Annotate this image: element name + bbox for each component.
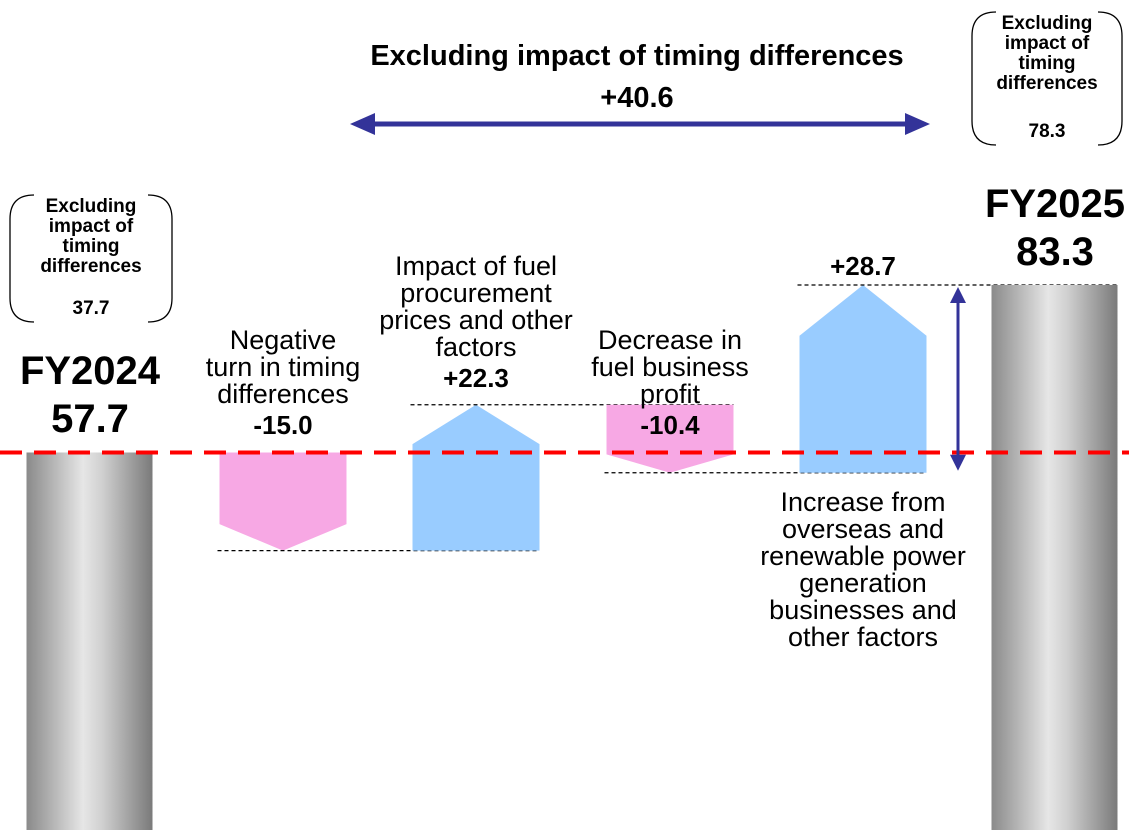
category-label: Increase from overseas and renewable pow… [760,486,966,652]
span-value: +40.6 [600,82,674,114]
bracket [971,11,997,146]
decrease-bar [219,452,347,551]
arrow-head [905,113,930,135]
increase-bar [799,285,927,473]
category-label: Decrease in fuel business profit [591,325,749,410]
value-label: -15.0 [253,410,313,441]
arrow-head [350,113,375,135]
box-text: Excluding impact of timing differences [40,196,142,277]
category-label: Negative turn in timing differences [205,325,361,410]
arrow-head [950,454,966,471]
total-bar [26,452,153,830]
box-value: 37.7 [72,298,110,320]
value-label: +22.3 [443,362,509,393]
total-value: 83.3 [1016,230,1094,274]
box-value: 78.3 [1028,121,1066,143]
bracket [9,194,35,323]
total-label: FY2024 [19,349,161,394]
value-label: +28.7 [830,251,896,281]
arrow-head [950,287,966,303]
decrease-bar [606,404,734,473]
total-label: FY2025 [984,182,1126,226]
span-text: Excluding impact of timing differences [370,40,904,72]
box-text: Excluding impact of timing differences [996,13,1098,94]
category-label: Impact of fuel procurement prices and ot… [379,250,573,362]
bracket [1097,11,1123,146]
total-value: 57.7 [51,397,129,442]
bracket [147,194,173,323]
total-bar [991,285,1118,830]
increase-bar [412,404,540,551]
value-label: -10.4 [640,410,700,441]
